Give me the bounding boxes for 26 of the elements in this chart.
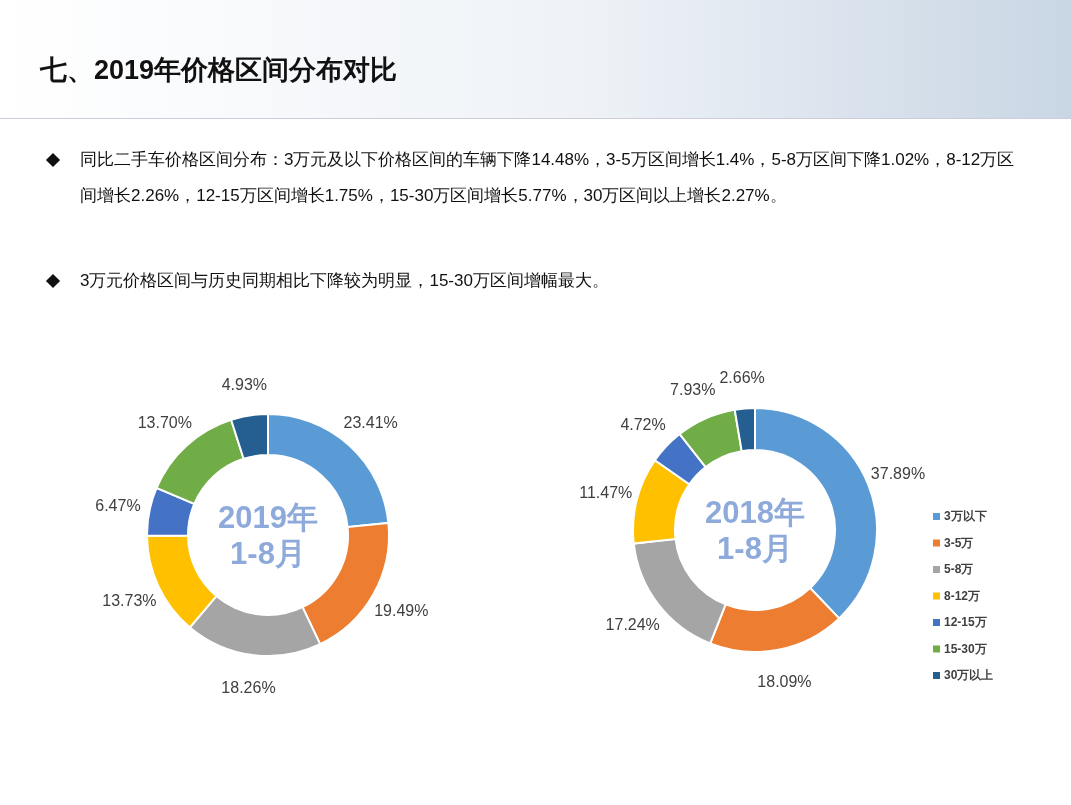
data-label: 19.49% [374,602,429,620]
data-label: 17.24% [605,615,660,633]
text: 2018年 1-8月 [705,495,805,566]
legend-label: 30万以上 [944,668,994,682]
text: 3万元价格区间与历史同期相比下降较为明显，15-30万区间增幅最大。 [80,270,610,292]
data-label: 18.09% [757,673,812,691]
legend-label: 8-12万 [944,588,981,603]
data-label: 23.41% [343,413,398,431]
data-label: 18.26% [221,678,276,696]
legend-label: 15-30万 [944,641,987,656]
data-label: 13.70% [137,414,192,432]
data-label: 7.93% [670,381,716,399]
legend-label: 3万以下 [944,509,987,523]
chart-title: 七、2019年价格区间分布对比 [40,54,398,87]
data-label: 6.47% [95,497,141,515]
data-label: 2.66% [719,368,765,386]
text: 同比二手车价格区间分布：3万元及以下价格区间的车辆下降14.48%，3-5万区间增长1.4%，5-8万区间下降1.02%，8-12万区间增长2.26%，12-15万区间增长1.75%，15-30万区间增长5.77%，30万区间以上增长2.27%。 [80,149,1016,207]
legend-label: 5-8万 [944,562,974,576]
text: 2019年 1-8月 [218,500,318,571]
legend-label: 3-5万 [944,535,974,550]
data-label: 13.73% [102,591,157,609]
legend-label: 12-15万 [944,615,987,629]
data-label: 4.93% [221,375,268,393]
data-label: 37.89% [870,464,926,482]
data-label: 4.72% [620,416,666,434]
data-label: 11.47% [579,484,633,502]
